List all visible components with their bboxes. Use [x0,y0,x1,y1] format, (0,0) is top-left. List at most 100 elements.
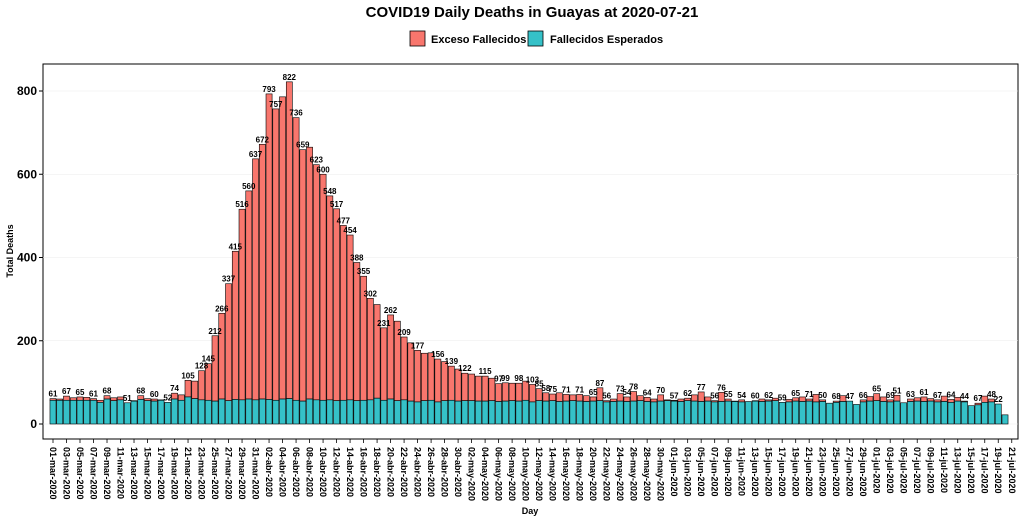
bar-expected [893,400,901,425]
bar-expected [76,399,84,425]
bar-expected [542,400,550,425]
bar-excess [225,283,232,401]
bar-expected [373,397,381,425]
bar-expected [258,398,266,425]
bar-excess [319,173,327,401]
x-tick-label: 02-may-2020 [467,447,477,501]
bar-expected [157,399,165,425]
bar-expected [90,399,97,425]
bar-expected [751,400,759,425]
bar-expected [805,400,813,425]
bar-value-label: 145 [202,355,216,364]
bar-excess [400,336,408,401]
bar-expected [934,401,941,425]
bar-expected [198,399,205,425]
bar-excess [198,370,205,401]
bar-value-label: 56 [602,392,611,401]
x-tick-label: 05-jul-2020 [899,447,909,494]
x-tick-label: 09-mar-2020 [102,447,112,500]
bar-excess [231,250,239,400]
y-tick-label: 400 [17,251,37,265]
y-tick-label: 0 [30,417,37,431]
bar-expected [333,400,340,425]
bar-excess [893,394,901,402]
bar-expected [697,401,705,425]
bar-value-label: 659 [296,141,310,150]
bar-expected [758,401,766,425]
bar-expected [691,400,698,425]
bar-excess [76,396,84,401]
bar-expected [576,400,583,425]
bar-value-label: 156 [431,350,445,359]
bar-expected [495,401,502,425]
bar-expected [677,401,685,425]
bar-value-label: 78 [629,383,638,392]
bar-excess [650,398,658,403]
bar-expected [522,399,529,425]
x-tick-label: 19-jun-2020 [791,447,801,497]
bar-excess [913,397,921,402]
bar-value-label: 50 [818,391,827,400]
bar-expected [792,400,800,425]
bar-expected [353,400,361,425]
x-tick-label: 21-jul-2020 [1007,447,1017,494]
bar-expected [387,398,394,425]
bar-expected [670,400,678,425]
bar-value-label: 62 [683,389,692,398]
bar-excess [873,393,881,401]
bar-excess [272,108,280,401]
bar-expected [56,399,64,425]
bar-value-label: 560 [242,182,256,191]
bar-value-label: 672 [256,135,270,144]
bar-value-label: 822 [283,73,297,82]
bar-expected [245,398,253,425]
bar-excess [684,397,692,401]
bar-value-label: 58 [541,384,550,393]
bar-expected [940,401,948,425]
bar-expected [900,402,908,425]
x-tick-label: 06-may-2020 [494,447,504,501]
bar-expected [346,399,354,425]
bar-excess [258,143,266,400]
bar-expected [312,399,320,425]
bar-value-label: 73 [616,385,625,394]
bar-value-label: 302 [364,289,378,298]
bar-value-label: 85 [535,380,544,389]
bar-expected [839,401,847,425]
x-tick-label: 26-may-2020 [629,447,639,501]
bar-excess [69,397,77,401]
bar-expected [664,400,671,425]
x-tick-label: 22-may-2020 [602,447,612,501]
bar-expected [704,400,712,425]
x-tick-label: 29-jun-2020 [858,447,868,497]
bar-expected [468,400,475,425]
bar-expected [144,400,151,425]
bar-expected [306,398,313,425]
bar-expected [83,399,91,425]
bar-expected [414,401,421,425]
bar-value-label: 793 [262,85,276,94]
x-tick-label: 05-jun-2020 [696,447,706,497]
bar-expected [920,401,928,425]
bar-expected [880,401,887,425]
bar-expected [502,400,509,425]
bar-expected [832,402,840,425]
bar-expected [819,401,827,425]
bar-excess [920,396,928,402]
bar-value-label: 65 [791,389,800,398]
bar-expected [853,404,860,425]
bar-value-label: 637 [249,150,263,159]
bar-excess [299,149,307,402]
bar-value-label: 60 [751,392,760,401]
bar-value-label: 65 [76,388,85,397]
bar-value-label: 516 [235,200,249,209]
bar-value-label: 68 [136,387,145,396]
bar-excess [96,399,104,403]
bar-value-label: 477 [337,216,351,225]
bar-value-label: 47 [845,392,854,401]
bar-excess [63,395,70,401]
bar-excess [576,394,583,402]
bar-value-label: 54 [737,391,746,400]
x-tick-label: 05-mar-2020 [75,447,85,500]
x-tick-label: 29-mar-2020 [237,447,247,500]
